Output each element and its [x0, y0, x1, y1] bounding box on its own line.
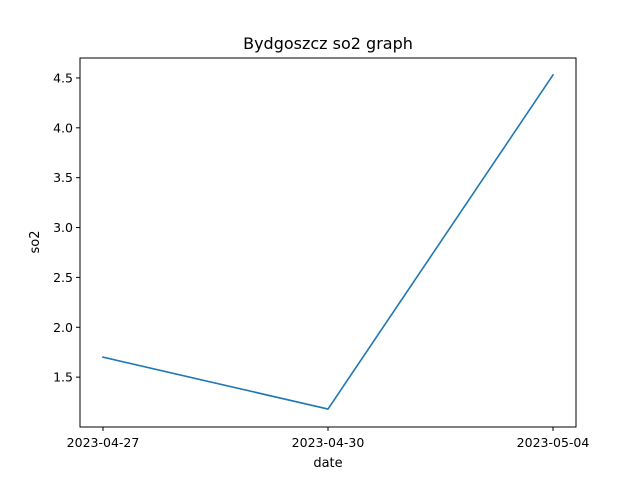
y-tick-label: 2.5: [53, 270, 73, 285]
y-tick-label: 3.0: [53, 220, 73, 235]
y-tick-label: 1.5: [53, 370, 73, 385]
x-axis-label: date: [313, 456, 342, 471]
y-tick-label: 3.5: [53, 170, 73, 185]
plot-area: [102, 73, 555, 410]
x-tick-label: 2023-04-30: [292, 435, 365, 450]
series-line: [102, 73, 555, 410]
y-tick-label: 2.0: [53, 320, 73, 335]
y-axis-ticks: 1.5 2.0 2.5 3.0 3.5 4.0 4.5: [53, 70, 80, 385]
x-tick-label: 2023-05-04: [517, 435, 590, 450]
y-axis-label: so2: [28, 231, 43, 254]
y-tick-label: 4.0: [53, 120, 73, 135]
chart-title: Bydgoszcz so2 graph: [243, 34, 413, 53]
x-axis-ticks: 2023-04-27 2023-04-30 2023-05-04: [67, 427, 590, 450]
plot-frame: [79, 57, 577, 428]
x-tick-label: 2023-04-27: [67, 435, 140, 450]
y-tick-label: 4.5: [53, 70, 73, 85]
